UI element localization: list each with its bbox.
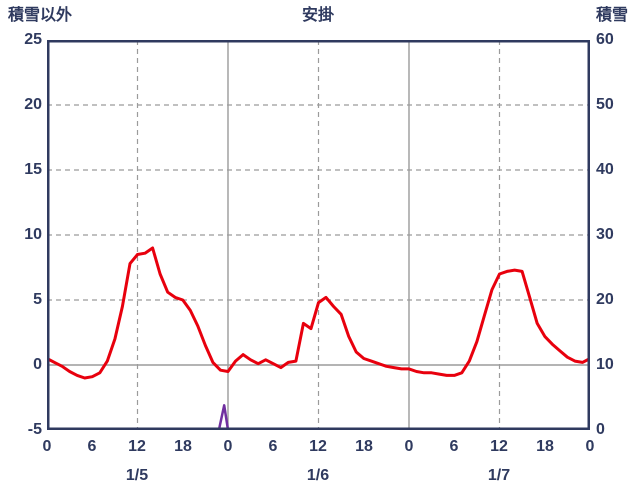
date-label: 1/5 [125, 467, 149, 484]
y-right-tick: 50 [596, 96, 614, 113]
x-tick-label: 0 [585, 438, 595, 455]
y-right-tick: 30 [596, 226, 614, 243]
x-tick-label: 6 [268, 438, 278, 455]
date-label: 1/7 [487, 467, 511, 484]
date-label: 1/6 [306, 467, 330, 484]
x-tick-label: 12 [490, 438, 508, 455]
y-right-tick: 10 [596, 356, 614, 373]
y-left-tick: 0 [33, 356, 42, 373]
y-left-tick: 20 [24, 96, 42, 113]
y-right-tick: 20 [596, 291, 614, 308]
y-left-tick: 10 [24, 226, 42, 243]
x-tick-label: 18 [355, 438, 373, 455]
x-tick-label: 18 [174, 438, 192, 455]
right-axis-title: 積雪 [595, 7, 628, 24]
y-left-tick: 15 [24, 161, 42, 178]
x-tick-label: 0 [223, 438, 233, 455]
y-left-tick: 25 [24, 31, 42, 48]
x-tick-label: 6 [87, 438, 97, 455]
x-tick-label: 12 [309, 438, 327, 455]
left-axis-title: 積雪以外 [8, 7, 73, 24]
chart-plot [47, 40, 590, 430]
y-left-tick: -5 [27, 421, 42, 438]
y-right-tick: 40 [596, 161, 614, 178]
x-tick-label: 0 [404, 438, 414, 455]
x-tick-label: 12 [128, 438, 146, 455]
chart-title: 安掛 [301, 7, 334, 24]
x-tick-label: 0 [42, 438, 52, 455]
y-right-tick: 60 [596, 31, 614, 48]
y-left-tick: 5 [33, 291, 42, 308]
y-right-tick: 0 [596, 421, 605, 438]
x-tick-label: 6 [449, 438, 459, 455]
x-tick-label: 18 [536, 438, 554, 455]
